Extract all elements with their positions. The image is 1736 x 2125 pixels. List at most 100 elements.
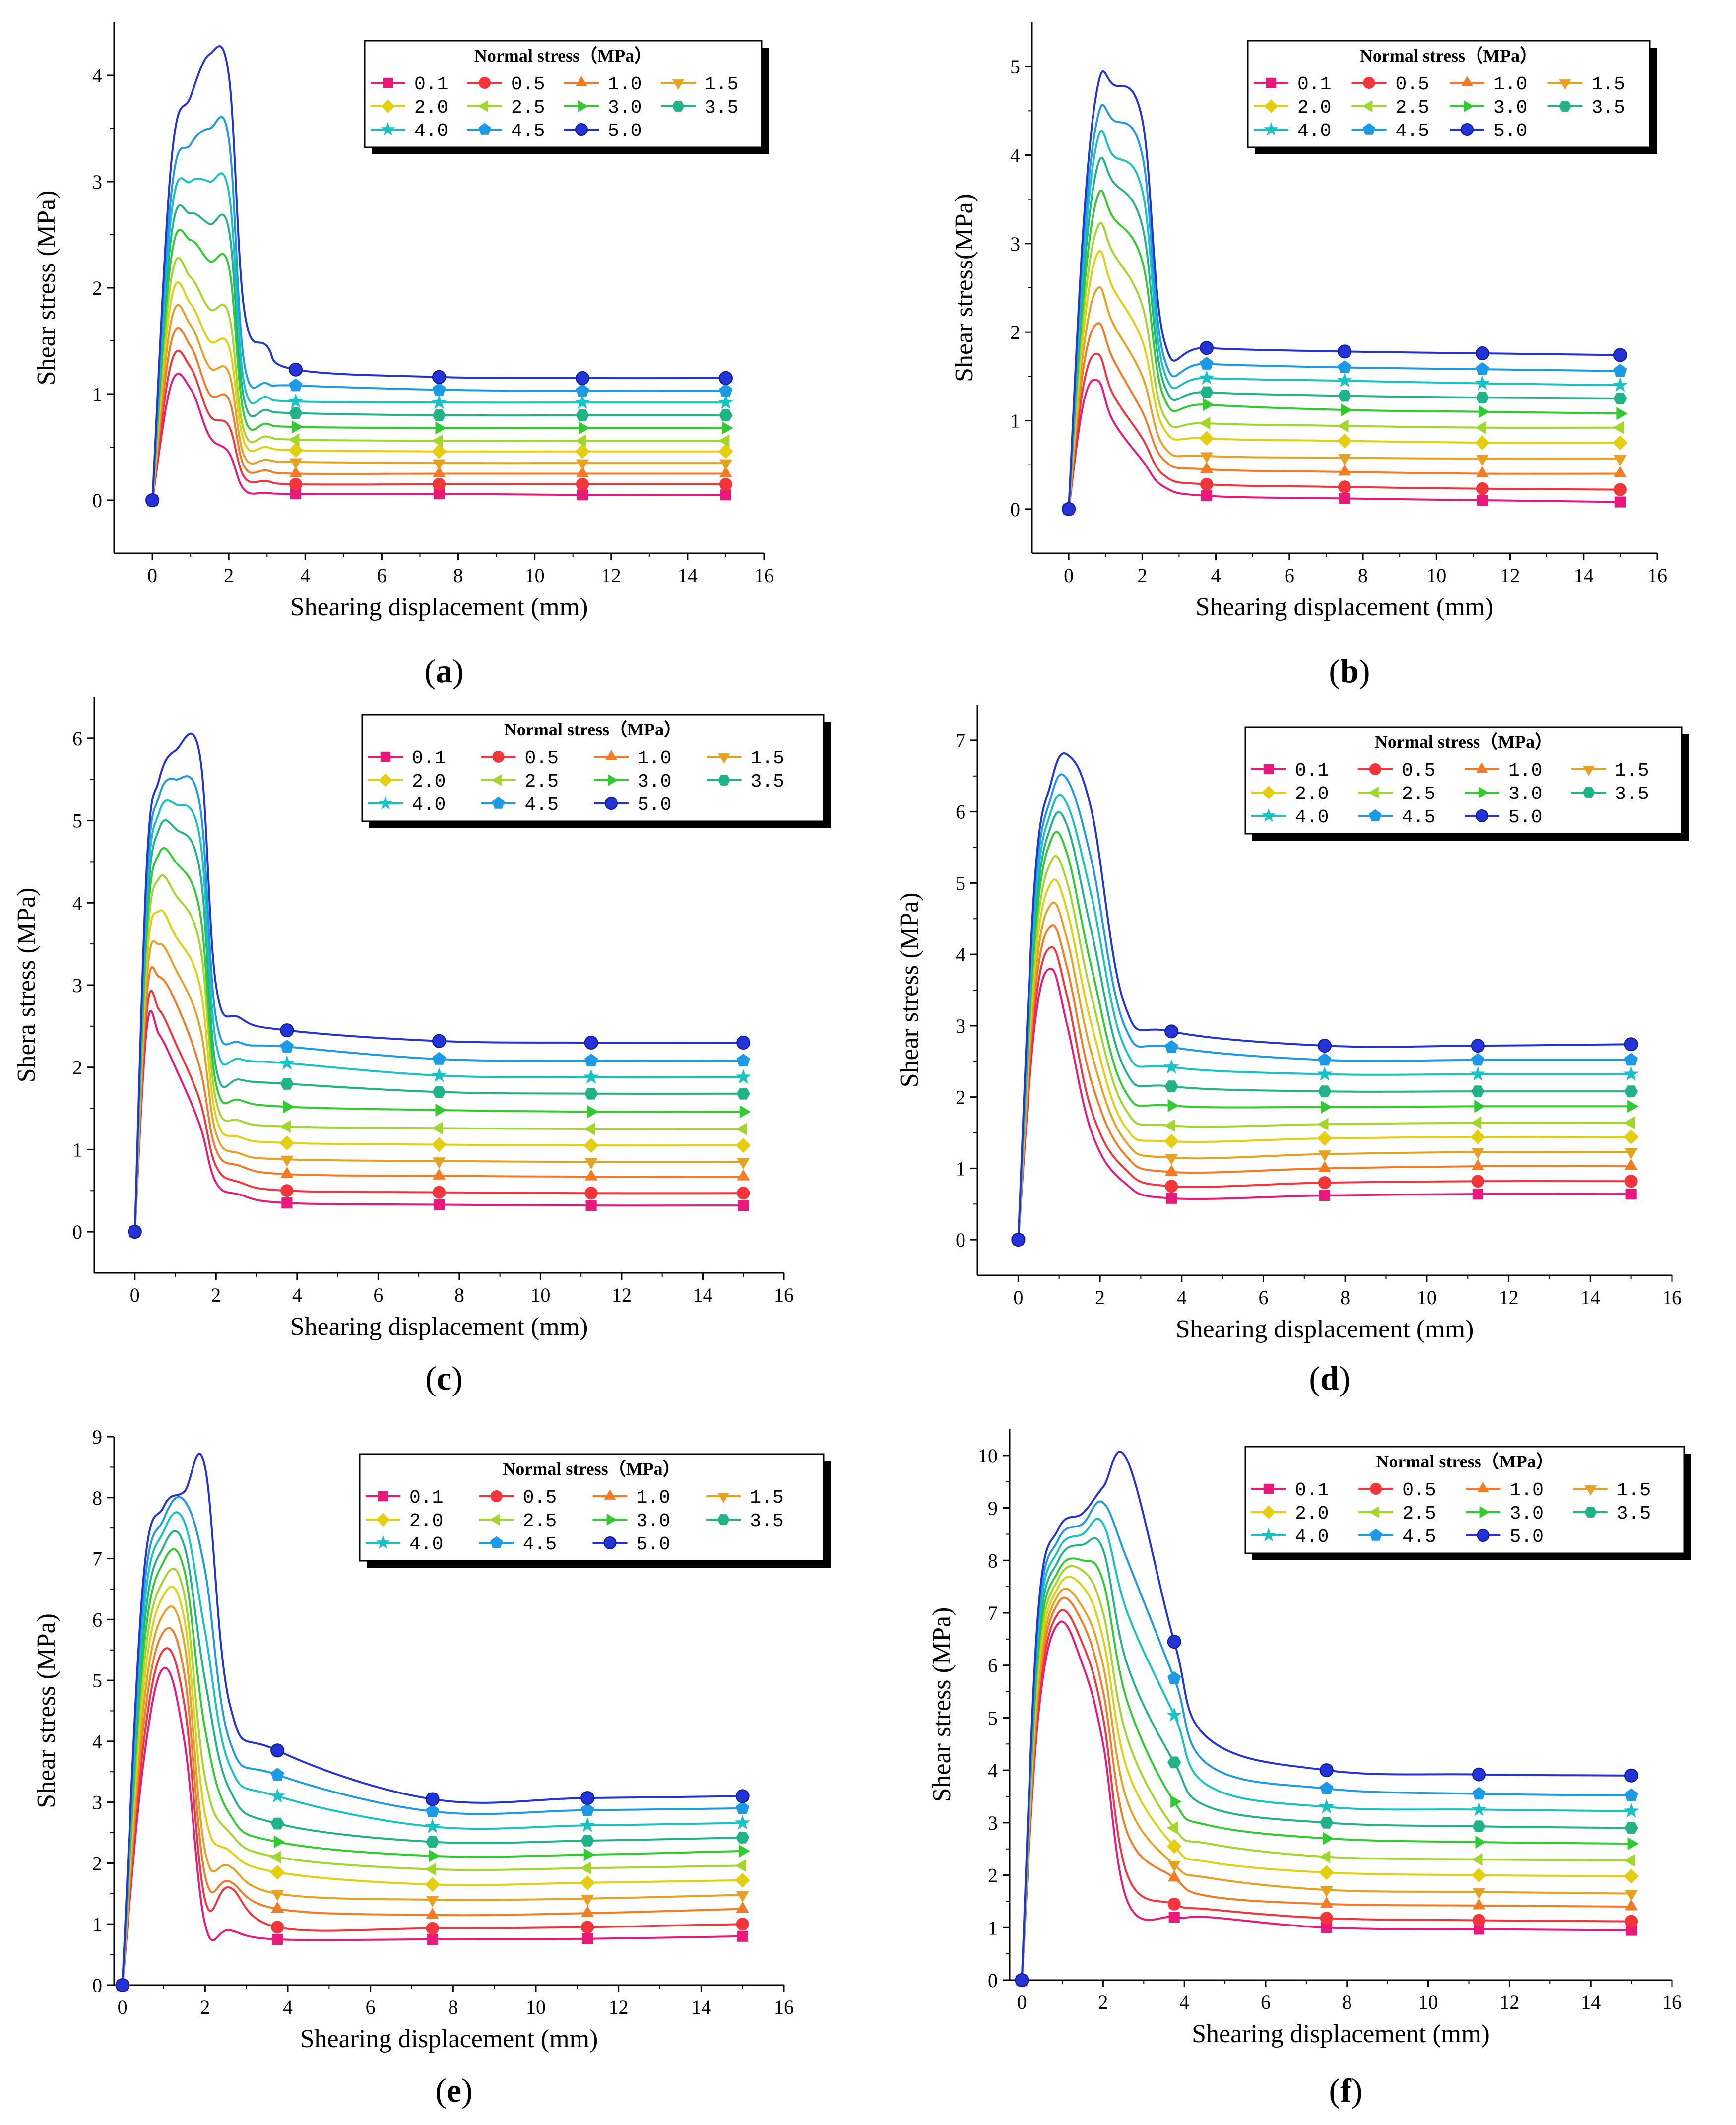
data-point-marker: [1317, 1066, 1333, 1081]
series-line-1-5: [1017, 901, 1631, 1240]
y-tick-label: 2: [92, 277, 102, 299]
x-tick-label: 2: [200, 1996, 210, 2018]
series-line-3-5: [121, 1530, 743, 1986]
x-tick-label: 2: [1095, 1286, 1105, 1309]
legend-marker: [378, 1491, 388, 1502]
x-tick-label: 8: [454, 1284, 464, 1306]
data-point-marker: [1170, 1795, 1182, 1808]
y-tick-label: 1: [956, 1157, 965, 1180]
data-point-marker: [432, 1122, 443, 1135]
legend: Normal stress（MPa） 0.1 0.5 1.0 1.5 2.0 2.5 3.0 3…: [361, 714, 831, 828]
y-tick-label: 2: [72, 1057, 82, 1079]
series-line-0-1: [133, 1010, 744, 1232]
series-line-2-0: [121, 1586, 743, 1986]
data-point-marker: [1472, 1767, 1486, 1782]
data-point-marker: [1476, 455, 1489, 466]
data-point-marker: [1320, 1817, 1334, 1829]
data-point-marker: [280, 1078, 294, 1090]
legend-entry-label: 1.5: [1615, 760, 1649, 782]
series-line-4-0: [121, 1511, 743, 1986]
data-point-marker: [718, 394, 734, 409]
legend-entry-label: 1.5: [1592, 74, 1625, 95]
legend-entry-label: 1.5: [1617, 1480, 1651, 1501]
data-point-marker: [1471, 1175, 1484, 1188]
data-point-marker: [1627, 1100, 1639, 1113]
data-point-marker: [1472, 1820, 1486, 1833]
data-point-marker: [1624, 1768, 1639, 1783]
data-point-marker: [1471, 1801, 1487, 1816]
legend-marker: [1369, 1528, 1382, 1541]
data-point-marker: [1614, 496, 1626, 508]
y-tick-label: 4: [988, 1759, 998, 1782]
x-tick-label: 12: [609, 1996, 629, 2018]
legend-entry-label: 2.0: [1297, 97, 1331, 119]
data-point-marker: [1011, 1233, 1026, 1247]
legend-marker: [717, 1514, 730, 1525]
legend-entry-label: 1.0: [1508, 760, 1542, 782]
data-point-marker: [433, 488, 445, 500]
legend-marker: [381, 122, 395, 136]
legend-entry-label: 2.0: [412, 771, 446, 793]
legend-marker: [1461, 76, 1473, 86]
x-tick-label: 14: [691, 1996, 711, 2018]
legend-marker: [376, 1513, 390, 1527]
y-tick-label: 1: [988, 1917, 998, 1939]
data-point-marker: [292, 420, 303, 434]
data-point-marker: [1338, 360, 1351, 374]
legend: Normal stress（MPa） 0.1 0.5 1.0 1.5 2.0 2.5 3.0 3…: [1247, 40, 1657, 154]
data-point-marker: [270, 1851, 281, 1864]
y-axis-label: Shear stress (MPa): [32, 191, 61, 386]
data-point-marker: [1318, 1085, 1332, 1097]
legend-entry-label: 3.0: [1510, 1503, 1543, 1525]
series-line-2-0: [1068, 250, 1620, 509]
legend-marker: [379, 773, 392, 787]
x-axis-label: Shearing displacement (mm): [290, 1313, 588, 1341]
data-point-marker: [736, 1123, 747, 1135]
data-point-marker: [426, 1896, 439, 1908]
data-point-marker: [580, 1791, 595, 1805]
legend-entry-label: 0.1: [1297, 74, 1331, 95]
data-point-marker: [272, 1933, 283, 1945]
data-point-marker: [584, 1187, 598, 1200]
legend-marker: [380, 751, 391, 762]
data-point-marker: [1200, 386, 1214, 398]
data-point-marker: [432, 383, 446, 396]
legend-entry-label: 3.0: [637, 1511, 670, 1532]
data-point-marker: [1624, 1037, 1638, 1052]
data-point-marker: [1624, 1854, 1635, 1867]
x-tick-label: 4: [1211, 564, 1221, 587]
x-tick-label: 10: [525, 564, 545, 587]
data-point-marker: [1165, 1164, 1178, 1176]
data-point-marker: [583, 1848, 595, 1861]
data-point-marker: [429, 1849, 440, 1862]
y-tick-label: 2: [1010, 321, 1020, 343]
data-point-marker: [1166, 1839, 1182, 1854]
data-point-marker: [1475, 1836, 1486, 1849]
legend-marker: [1477, 1482, 1489, 1492]
data-point-marker: [1624, 1159, 1638, 1170]
series-line-0-1: [1021, 1620, 1632, 1981]
data-point-marker: [587, 1105, 599, 1119]
legend-entry-label: 1.0: [637, 1487, 670, 1509]
x-tick-label: 12: [1500, 564, 1520, 587]
series-line-2-5: [121, 1568, 743, 1986]
y-tick-label: 6: [92, 1608, 102, 1631]
legend-entry-label: 3.5: [1592, 97, 1625, 119]
data-point-marker: [739, 1105, 751, 1119]
y-tick-label: 6: [988, 1655, 998, 1677]
series-line-1-0: [121, 1627, 743, 1986]
series-line-3-5: [151, 204, 726, 501]
data-point-marker: [583, 1138, 599, 1153]
legend-entry-label: 4.5: [523, 1534, 557, 1555]
data-point-marker: [1319, 1190, 1331, 1201]
series-line-1-0: [1068, 322, 1620, 510]
data-point-marker: [1474, 1100, 1485, 1113]
data-point-marker: [271, 1901, 284, 1913]
y-tick-label: 2: [92, 1852, 102, 1874]
data-point-marker: [1470, 1066, 1486, 1081]
legend-marker: [1370, 1483, 1382, 1495]
y-tick-label: 4: [1010, 144, 1020, 167]
x-tick-label: 16: [1662, 1991, 1682, 2013]
data-point-marker: [289, 362, 303, 377]
legend-box: [361, 714, 825, 822]
